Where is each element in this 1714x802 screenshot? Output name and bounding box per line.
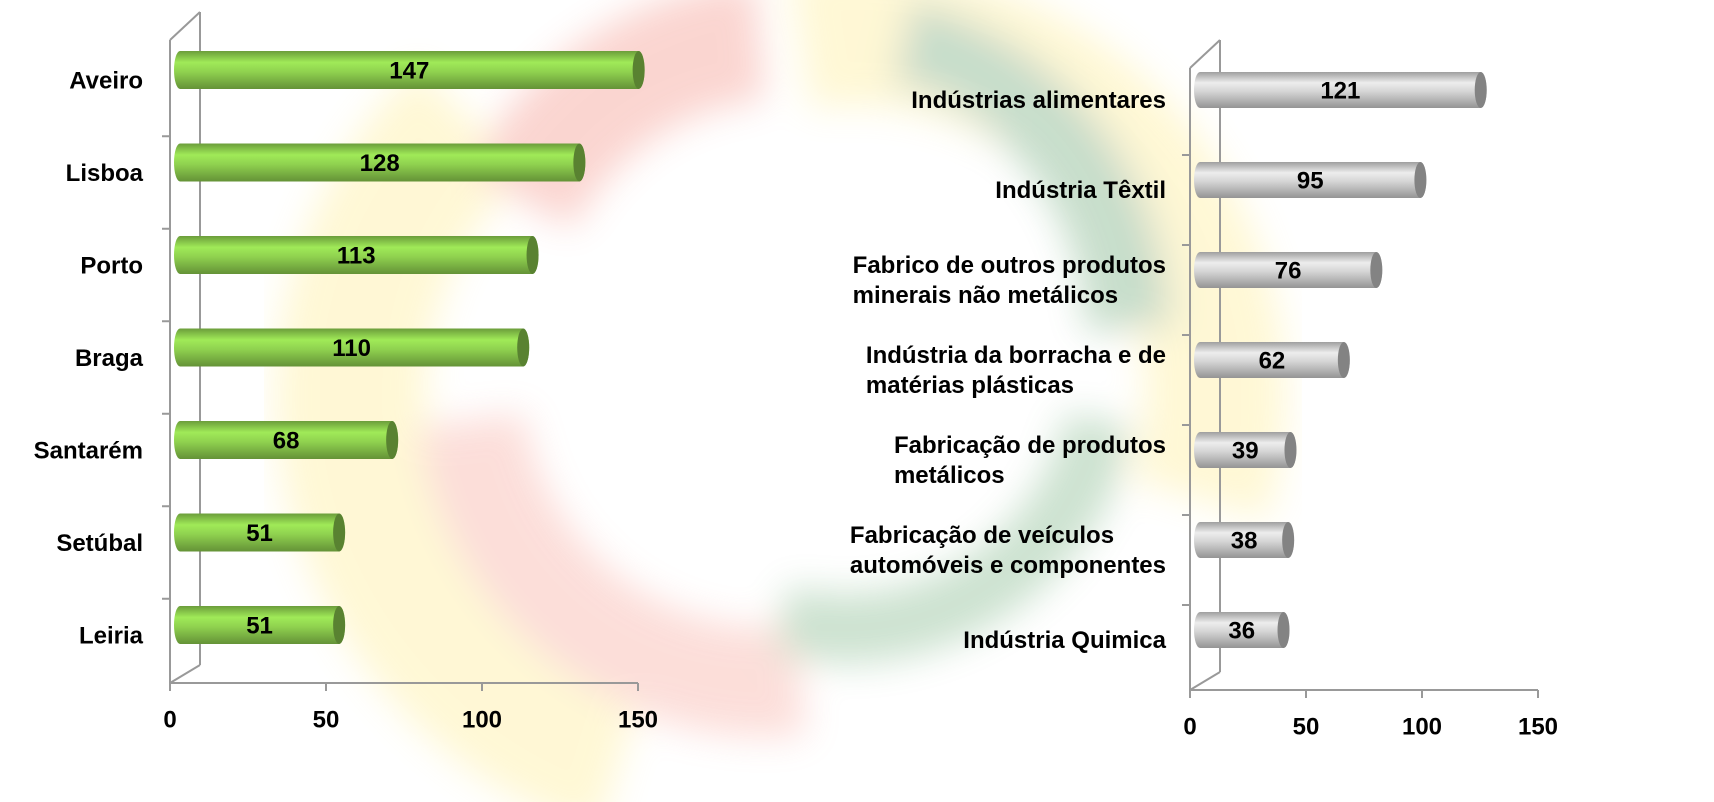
top-diag — [169, 11, 201, 41]
bar-cap — [333, 513, 346, 552]
category-label: Indústrias alimentares — [911, 87, 1166, 114]
category-label: Fabrico de outros produtos minerais não m… — [853, 252, 1166, 309]
x-tick-label: 50 — [313, 706, 340, 733]
floor-diag — [169, 664, 201, 684]
bar-cap — [1284, 432, 1297, 468]
bar-cap — [386, 421, 399, 459]
bar — [1194, 162, 1427, 198]
value-label: 38 — [1231, 527, 1258, 554]
value-label: 51 — [246, 520, 273, 547]
bar-body — [1194, 342, 1350, 378]
category-label: Porto — [80, 252, 143, 279]
bar — [1194, 612, 1290, 648]
category-label: Aveiro — [69, 67, 143, 94]
x-tick-label: 100 — [1402, 713, 1442, 740]
bar — [174, 513, 346, 552]
bar-body — [174, 606, 346, 644]
x-tick-label: 150 — [1518, 713, 1558, 740]
bar-body — [1194, 522, 1295, 558]
x-tick-label: 50 — [1293, 713, 1320, 740]
bar-body — [1194, 432, 1297, 468]
category-label: Indústria Têxtil — [995, 177, 1166, 204]
category-label: Leiria — [79, 622, 144, 649]
bar-body — [174, 513, 346, 552]
category-label: Lisboa — [66, 160, 144, 187]
bar-body — [1194, 72, 1487, 108]
x-tick-label: 0 — [163, 706, 176, 733]
category-label: Fabricação de produtos metálicos — [894, 432, 1166, 489]
bar-body — [1194, 252, 1383, 288]
bar — [174, 143, 586, 182]
bar — [174, 606, 346, 644]
bar-cap — [517, 328, 530, 367]
bar-cap — [632, 51, 645, 89]
bar-body — [174, 51, 645, 89]
bar-cap — [526, 236, 539, 274]
bar-cap — [1370, 252, 1383, 288]
bar — [174, 328, 530, 367]
value-label: 95 — [1297, 167, 1324, 194]
bar — [1194, 522, 1295, 558]
bar — [1194, 72, 1487, 108]
bar — [174, 421, 399, 459]
bar-body — [1194, 162, 1427, 198]
value-label: 51 — [246, 612, 273, 639]
category-label: Setúbal — [56, 530, 143, 557]
value-label: 128 — [360, 150, 400, 177]
bar-body — [174, 328, 530, 367]
x-tick-label: 0 — [1183, 713, 1196, 740]
value-label: 68 — [273, 427, 300, 454]
x-tick-label: 150 — [618, 706, 658, 733]
bar — [1194, 252, 1383, 288]
category-label: Santarém — [34, 437, 143, 464]
category-label: Indústria Quimica — [963, 627, 1166, 654]
value-label: 113 — [337, 242, 376, 269]
bar — [174, 51, 645, 89]
bar-body — [174, 421, 399, 459]
category-label: Fabricação de veículos automóveis e compo… — [850, 522, 1166, 579]
bar — [174, 236, 539, 274]
floor-diag — [1189, 671, 1221, 691]
bar-cap — [333, 606, 346, 644]
value-label: 39 — [1232, 437, 1259, 464]
bar — [1194, 342, 1350, 378]
top-diag — [1189, 39, 1221, 69]
bar-cap — [1474, 72, 1487, 108]
bar-body — [1194, 612, 1290, 648]
bar-cap — [1337, 342, 1350, 378]
value-label: 147 — [389, 57, 429, 84]
bar-cap — [1277, 612, 1290, 648]
x-tick-label: 100 — [462, 706, 502, 733]
value-label: 36 — [1228, 617, 1255, 644]
category-label: Braga — [75, 345, 144, 372]
value-label: 76 — [1275, 257, 1302, 284]
value-label: 121 — [1320, 77, 1360, 104]
bar-body — [174, 143, 586, 182]
value-label: 62 — [1259, 347, 1286, 374]
bar-cap — [1282, 522, 1295, 558]
bar-cap — [1414, 162, 1427, 198]
value-label: 110 — [332, 335, 371, 362]
bar-cap — [573, 143, 586, 182]
bar — [1194, 432, 1297, 468]
category-label: Indústria da borracha e de matérias plást… — [866, 342, 1166, 399]
bar-body — [174, 236, 539, 274]
